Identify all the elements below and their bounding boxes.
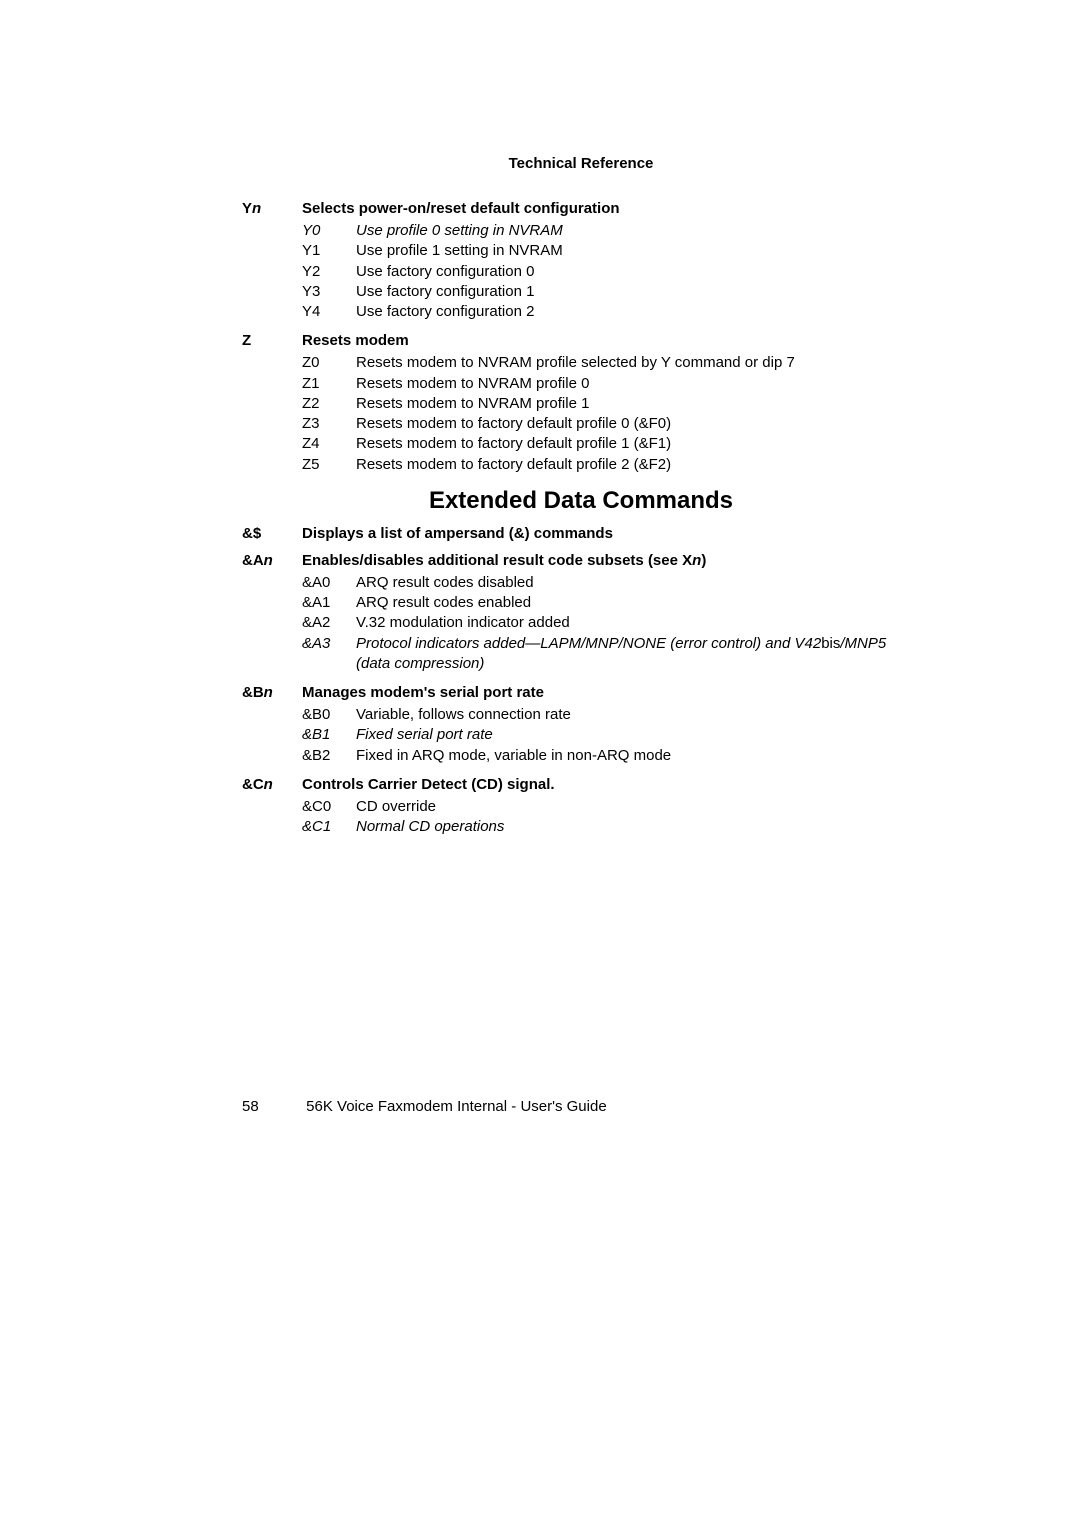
page-footer: 58 56K Voice Faxmodem Internal - User's … (242, 1098, 607, 1115)
option-code: &C0 (302, 797, 356, 817)
option-desc: Resets modem to factory default profile … (356, 414, 920, 434)
command-block: YnSelects power-on/reset default configu… (242, 200, 920, 322)
option-desc: CD override (356, 797, 920, 817)
option-desc: ARQ result codes enabled (356, 593, 920, 613)
command-title: Resets modem (302, 332, 920, 349)
option-row: Y3Use factory configuration 1 (302, 282, 920, 302)
option-list: &C0CD override&C1Normal CD operations (302, 797, 920, 838)
command-block: &BnManages modem's serial port rate&B0Va… (242, 684, 920, 766)
option-code: Y3 (302, 282, 356, 302)
option-desc: Normal CD operations (356, 817, 920, 837)
option-desc: Resets modem to factory default profile … (356, 434, 920, 454)
command-block: &CnControls Carrier Detect (CD) signal.&… (242, 776, 920, 838)
option-code: &B1 (302, 725, 356, 745)
option-row: &A2V.32 modulation indicator added (302, 613, 920, 633)
option-desc: Use factory configuration 1 (356, 282, 920, 302)
option-row: &B2Fixed in ARQ mode, variable in non-AR… (302, 746, 920, 766)
option-code: &C1 (302, 817, 356, 837)
option-desc: Resets modem to NVRAM profile 1 (356, 394, 920, 414)
option-code: Z0 (302, 353, 356, 373)
option-code: &A3 (302, 634, 356, 654)
page-number: 58 (242, 1098, 302, 1115)
command-block: ZResets modemZ0Resets modem to NVRAM pro… (242, 332, 920, 475)
option-code: Z4 (302, 434, 356, 454)
page-header: Technical Reference (242, 155, 920, 172)
option-row: Y1Use profile 1 setting in NVRAM (302, 241, 920, 261)
footer-text: 56K Voice Faxmodem Internal - User's Gui… (306, 1098, 607, 1115)
command-row: &$Displays a list of ampersand (&) comma… (242, 525, 920, 542)
command-label: &Cn (242, 776, 302, 793)
option-code: &A1 (302, 593, 356, 613)
option-desc: Use factory configuration 0 (356, 262, 920, 282)
command-row: &AnEnables/disables additional result co… (242, 552, 920, 569)
command-title: Selects power-on/reset default configura… (302, 200, 920, 217)
option-code: &B0 (302, 705, 356, 725)
option-row: &A3Protocol indicators added—LAPM/MNP/NO… (302, 634, 920, 675)
option-code: &A0 (302, 573, 356, 593)
option-code: Z5 (302, 455, 356, 475)
option-desc: Use factory configuration 2 (356, 302, 920, 322)
option-row: Y0Use profile 0 setting in NVRAM (302, 221, 920, 241)
option-list: &B0Variable, follows connection rate&B1F… (302, 705, 920, 766)
option-row: &B0Variable, follows connection rate (302, 705, 920, 725)
option-desc: ARQ result codes disabled (356, 573, 920, 593)
option-desc: Resets modem to NVRAM profile 0 (356, 374, 920, 394)
command-row: &CnControls Carrier Detect (CD) signal. (242, 776, 920, 793)
command-row: &BnManages modem's serial port rate (242, 684, 920, 701)
option-code: Y0 (302, 221, 356, 241)
command-block: &$Displays a list of ampersand (&) comma… (242, 525, 920, 542)
option-row: &C0CD override (302, 797, 920, 817)
command-title: Enables/disables additional result code … (302, 552, 920, 569)
option-code: Y4 (302, 302, 356, 322)
option-list: &A0ARQ result codes disabled&A1ARQ resul… (302, 573, 920, 674)
command-row: ZResets modem (242, 332, 920, 349)
option-code: Y2 (302, 262, 356, 282)
option-code: Y1 (302, 241, 356, 261)
option-row: &A0ARQ result codes disabled (302, 573, 920, 593)
option-row: Z4Resets modem to factory default profil… (302, 434, 920, 454)
command-row: YnSelects power-on/reset default configu… (242, 200, 920, 217)
option-desc: Use profile 1 setting in NVRAM (356, 241, 920, 261)
option-desc: Variable, follows connection rate (356, 705, 920, 725)
command-block: &AnEnables/disables additional result co… (242, 552, 920, 674)
option-row: Y4Use factory configuration 2 (302, 302, 920, 322)
option-code: &A2 (302, 613, 356, 633)
option-desc: Fixed serial port rate (356, 725, 920, 745)
option-desc: Resets modem to NVRAM profile selected b… (356, 353, 920, 373)
option-row: Z5Resets modem to factory default profil… (302, 455, 920, 475)
option-row: Z3Resets modem to factory default profil… (302, 414, 920, 434)
option-row: Z0Resets modem to NVRAM profile selected… (302, 353, 920, 373)
option-row: Y2Use factory configuration 0 (302, 262, 920, 282)
option-row: Z2Resets modem to NVRAM profile 1 (302, 394, 920, 414)
command-title: Controls Carrier Detect (CD) signal. (302, 776, 920, 793)
option-row: &A1ARQ result codes enabled (302, 593, 920, 613)
option-desc: V.32 modulation indicator added (356, 613, 920, 633)
option-desc: Resets modem to factory default profile … (356, 455, 920, 475)
option-row: Z1Resets modem to NVRAM profile 0 (302, 374, 920, 394)
command-title: Displays a list of ampersand (&) command… (302, 525, 920, 542)
section-heading: Extended Data Commands (242, 487, 920, 515)
option-row: &C1Normal CD operations (302, 817, 920, 837)
command-label: &An (242, 552, 302, 569)
option-code: Z3 (302, 414, 356, 434)
option-desc: Use profile 0 setting in NVRAM (356, 221, 920, 241)
command-label: &$ (242, 525, 302, 542)
option-row: &B1Fixed serial port rate (302, 725, 920, 745)
option-list: Y0Use profile 0 setting in NVRAMY1Use pr… (302, 221, 920, 322)
command-label: &Bn (242, 684, 302, 701)
option-code: &B2 (302, 746, 356, 766)
option-code: Z1 (302, 374, 356, 394)
option-code: Z2 (302, 394, 356, 414)
option-desc: Protocol indicators added—LAPM/MNP/NONE … (356, 634, 920, 675)
option-desc: Fixed in ARQ mode, variable in non-ARQ m… (356, 746, 920, 766)
command-label: Z (242, 332, 302, 349)
command-title: Manages modem's serial port rate (302, 684, 920, 701)
command-label: Yn (242, 200, 302, 217)
option-list: Z0Resets modem to NVRAM profile selected… (302, 353, 920, 475)
